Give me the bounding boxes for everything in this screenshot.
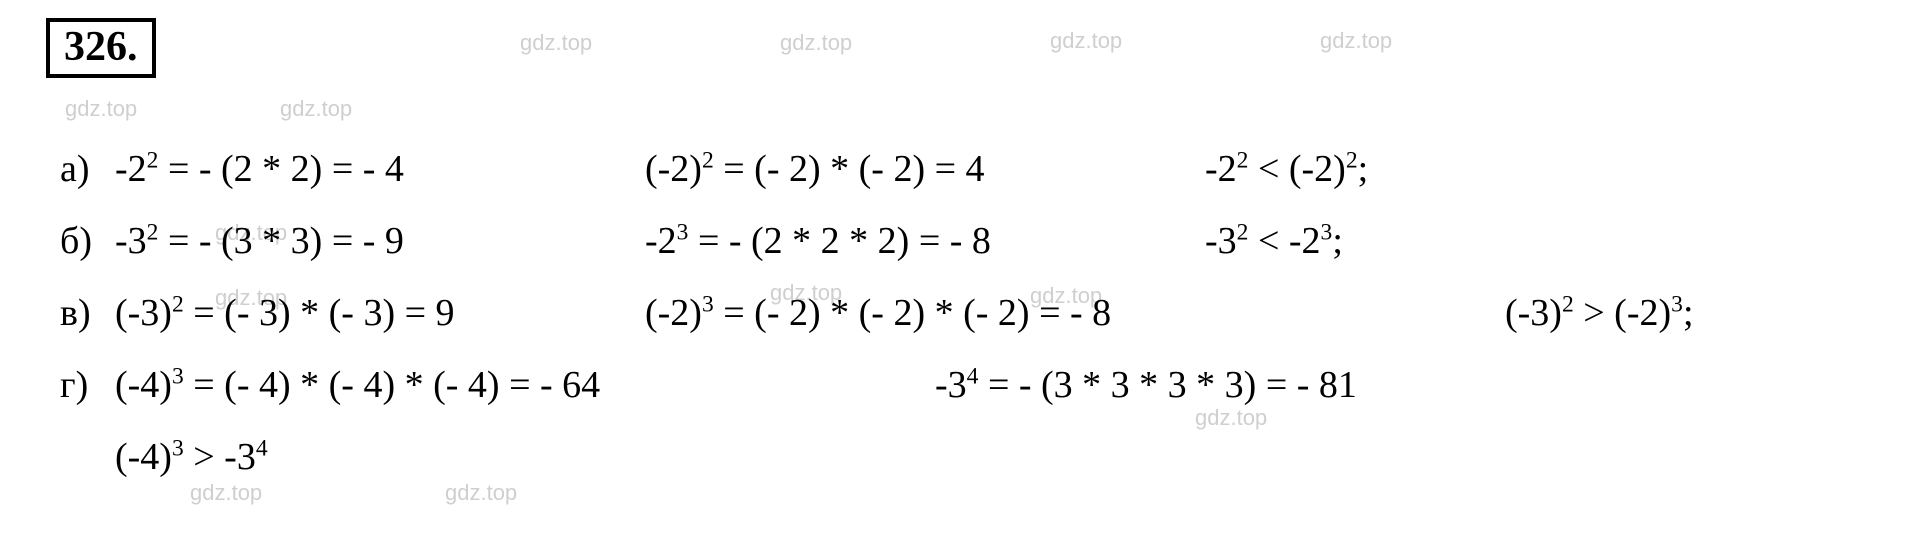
watermark: gdz.top	[65, 96, 137, 122]
row-e: (-4)3 > -34	[60, 438, 1694, 476]
row-c-compare: (-3)2 > (-2)3;	[1505, 294, 1694, 332]
row-a-expr2: (-2)2 = (- 2) * (- 2) = 4	[645, 150, 1205, 188]
row-d-expr1: (-4)3 = (- 4) * (- 4) * (- 4) = - 64	[115, 366, 935, 404]
row-c-expr2: (-2)3 = (- 2) * (- 2) * (- 2) = - 8	[645, 294, 1505, 332]
problem-number: 326.	[64, 24, 138, 70]
watermark: gdz.top	[280, 96, 352, 122]
row-a-compare: -22 < (-2)2;	[1205, 150, 1368, 188]
row-a-expr1: -22 = - (2 * 2) = - 4	[115, 150, 645, 188]
row-b: б) -32 = - (3 * 3) = - 9 -23 = - (2 * 2 …	[60, 222, 1694, 260]
row-b-compare: -32 < -23;	[1205, 222, 1343, 260]
row-d-expr2: -34 = - (3 * 3 * 3 * 3) = - 81	[935, 366, 1635, 404]
row-label: в)	[60, 294, 115, 332]
row-label: а)	[60, 150, 115, 188]
problem-number-box: 326.	[46, 18, 156, 78]
watermark: gdz.top	[190, 480, 262, 506]
row-b-expr2: -23 = - (2 * 2 * 2) = - 8	[645, 222, 1205, 260]
watermark: gdz.top	[520, 30, 592, 56]
watermark: gdz.top	[1050, 28, 1122, 54]
row-d: г) (-4)3 = (- 4) * (- 4) * (- 4) = - 64 …	[60, 366, 1694, 404]
watermark: gdz.top	[1320, 28, 1392, 54]
row-label: б)	[60, 222, 115, 260]
row-c-expr1: (-3)2 = (- 3) * (- 3) = 9	[115, 294, 645, 332]
watermark: gdz.top	[780, 30, 852, 56]
row-e-expr1: (-4)3 > -34	[115, 438, 268, 476]
row-label: г)	[60, 366, 115, 404]
row-a: а) -22 = - (2 * 2) = - 4 (-2)2 = (- 2) *…	[60, 150, 1694, 188]
row-b-expr1: -32 = - (3 * 3) = - 9	[115, 222, 645, 260]
page: 326. gdz.top gdz.top gdz.top gdz.top gdz.top…	[0, 0, 1924, 547]
math-block: а) -22 = - (2 * 2) = - 4 (-2)2 = (- 2) *…	[60, 150, 1694, 476]
watermark: gdz.top	[445, 480, 517, 506]
row-c: в) (-3)2 = (- 3) * (- 3) = 9 (-2)3 = (- …	[60, 294, 1694, 332]
